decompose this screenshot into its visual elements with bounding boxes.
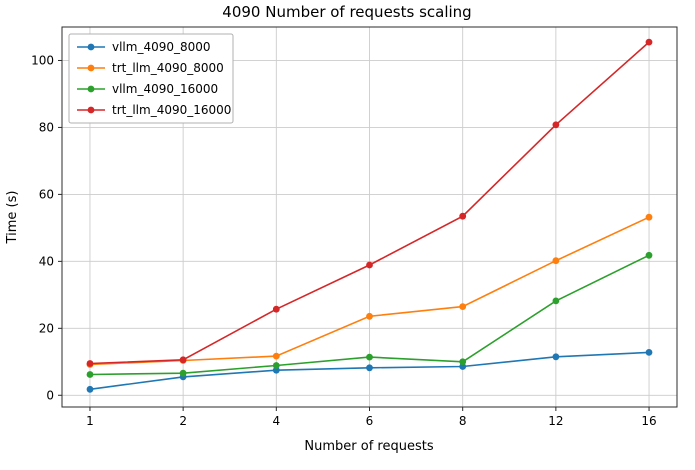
x-tick-label: 2 [179,414,187,428]
data-point-trt_llm_4090_16000 [179,356,187,364]
y-tick-label: 20 [39,321,54,335]
data-point-trt_llm_4090_8000 [645,213,653,221]
x-tick-label: 12 [548,414,563,428]
legend-marker-trt_llm_4090_16000 [87,106,95,114]
y-tick-label: 80 [39,120,54,134]
data-point-trt_llm_4090_16000 [86,360,94,367]
data-point-vllm_4090_8000 [86,385,94,393]
y-tick-label: 40 [39,254,54,268]
y-axis-label: Time (s) [5,191,20,245]
y-tick-label: 60 [39,187,54,201]
data-point-vllm_4090_16000 [645,251,653,259]
x-tick-label: 1 [86,414,94,428]
legend-marker-trt_llm_4090_8000 [87,64,95,72]
legend-label-trt_llm_4090_8000: trt_llm_4090_8000 [112,61,224,75]
data-point-trt_llm_4090_8000 [272,352,280,360]
data-point-vllm_4090_16000 [459,358,467,366]
x-axis-label: Number of requests [304,439,433,454]
legend-label-vllm_4090_16000: vllm_4090_16000 [112,82,218,96]
data-point-vllm_4090_8000 [645,349,653,356]
x-tick-label: 8 [459,414,467,428]
x-tick-label: 4 [272,414,280,428]
data-point-vllm_4090_16000 [179,369,187,377]
data-point-trt_llm_4090_8000 [366,312,373,320]
legend-label-vllm_4090_8000: vllm_4090_8000 [112,40,211,54]
x-tick-label: 6 [366,414,374,428]
y-tick-label: 100 [31,53,54,67]
data-point-trt_llm_4090_16000 [552,121,560,129]
data-point-vllm_4090_16000 [272,362,280,369]
data-point-vllm_4090_8000 [459,363,467,370]
y-tick-label: 0 [46,388,54,402]
chart-title: 4090 Number of requests scaling [222,3,471,21]
legend [68,33,234,124]
data-point-trt_llm_4090_16000 [272,305,280,313]
legend-marker-vllm_4090_8000 [87,43,95,51]
data-point-trt_llm_4090_16000 [459,212,467,220]
data-point-trt_llm_4090_16000 [645,38,653,46]
data-point-vllm_4090_8000 [272,366,280,374]
data-point-trt_llm_4090_8000 [552,257,560,265]
data-point-trt_llm_4090_8000 [459,303,467,310]
chart-layer: 1 2 4 6 8 12 16020406080100vllm_4090_8000trt_l… [31,26,678,428]
data-point-vllm_4090_16000 [552,297,560,305]
data-point-vllm_4090_8000 [366,364,373,372]
data-point-vllm_4090_8000 [552,353,560,361]
x-tick-label: 16 [641,414,656,428]
data-point-vllm_4090_16000 [366,353,373,361]
data-point-vllm_4090_16000 [86,371,94,378]
data-point-trt_llm_4090_16000 [366,261,373,269]
legend-marker-vllm_4090_16000 [87,85,95,93]
legend-label-trt_llm_4090_16000: trt_llm_4090_16000 [112,103,231,117]
